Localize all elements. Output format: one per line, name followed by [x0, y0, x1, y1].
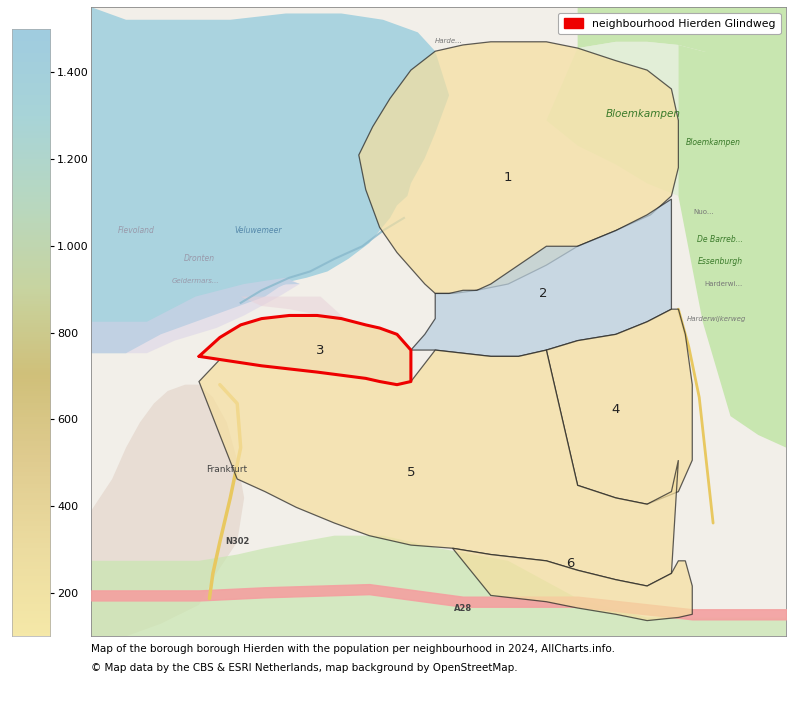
- Text: Flevoland: Flevoland: [118, 226, 155, 235]
- Text: Bloemkampen: Bloemkampen: [685, 138, 741, 147]
- Text: Harde...: Harde...: [435, 37, 463, 44]
- Polygon shape: [91, 353, 245, 636]
- Text: Map of the borough borough Hierden with the population per neighbourhood in 2024: Map of the borough borough Hierden with …: [91, 644, 615, 654]
- Polygon shape: [91, 183, 300, 353]
- Text: Dronten: Dronten: [183, 255, 214, 263]
- Text: 6: 6: [566, 557, 575, 570]
- Text: Harderwi...: Harderwi...: [704, 281, 742, 287]
- Polygon shape: [91, 7, 300, 290]
- Text: Veluwemeer: Veluwemeer: [234, 226, 282, 235]
- Text: A28: A28: [454, 603, 472, 613]
- Polygon shape: [453, 549, 692, 620]
- Text: 4: 4: [611, 403, 620, 416]
- Text: Harderwijkerweg: Harderwijkerweg: [687, 316, 746, 321]
- Text: Geldermars...: Geldermars...: [172, 278, 219, 284]
- Text: 1: 1: [504, 170, 512, 183]
- Polygon shape: [91, 7, 449, 353]
- Text: 2: 2: [538, 287, 547, 300]
- Legend: neighbourhood Hierden Glindweg: neighbourhood Hierden Glindweg: [558, 13, 781, 35]
- Polygon shape: [577, 7, 786, 70]
- Polygon shape: [546, 309, 692, 504]
- Text: Bloemkampen: Bloemkampen: [606, 109, 681, 119]
- Polygon shape: [359, 42, 678, 293]
- Text: 3: 3: [316, 344, 325, 357]
- Polygon shape: [411, 199, 672, 357]
- Polygon shape: [91, 536, 786, 636]
- Polygon shape: [546, 42, 678, 196]
- Text: Frankfurt: Frankfurt: [206, 465, 248, 474]
- Polygon shape: [199, 316, 411, 385]
- Polygon shape: [678, 45, 786, 447]
- Text: Essenburgh: Essenburgh: [697, 257, 742, 267]
- Polygon shape: [199, 350, 678, 586]
- Text: Nuo...: Nuo...: [694, 209, 715, 215]
- Text: De Barreb...: De Barreb...: [697, 235, 743, 244]
- Text: © Map data by the CBS & ESRI Netherlands, map background by OpenStreetMap.: © Map data by the CBS & ESRI Netherlands…: [91, 663, 518, 673]
- Polygon shape: [241, 297, 345, 319]
- Polygon shape: [199, 316, 411, 385]
- Text: N302: N302: [225, 537, 249, 546]
- Text: 5: 5: [407, 466, 415, 480]
